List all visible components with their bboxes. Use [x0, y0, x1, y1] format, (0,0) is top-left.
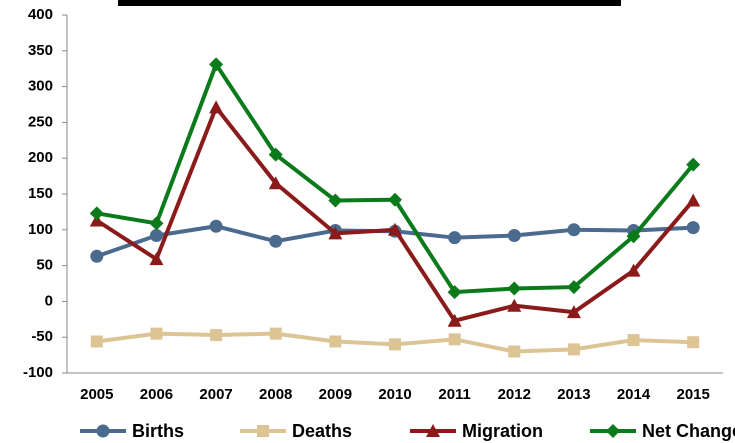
point [269, 327, 282, 340]
point [210, 329, 223, 342]
legend-label: Births [132, 421, 184, 441]
point [627, 334, 640, 347]
point [567, 223, 581, 237]
point [507, 298, 522, 312]
point [149, 229, 163, 243]
point [566, 280, 581, 295]
title-bar [118, 0, 621, 6]
point [90, 249, 104, 263]
point [447, 285, 462, 300]
x-tick-label: 2011 [438, 386, 471, 403]
point [687, 336, 700, 349]
legend-marker [96, 424, 110, 438]
y-tick-label: 200 [28, 149, 53, 166]
point [268, 176, 283, 190]
x-tick-label: 2007 [199, 386, 232, 403]
x-tick-label: 2010 [378, 386, 411, 403]
point [447, 313, 462, 327]
legend-marker [257, 425, 269, 437]
point [149, 216, 164, 231]
y-tick-label: 250 [28, 113, 53, 130]
x-tick-label: 2012 [498, 386, 531, 403]
y-tick-label: 0 [45, 292, 53, 309]
point [507, 229, 521, 243]
x-tick-label: 2008 [259, 386, 292, 403]
point [686, 193, 701, 207]
point [329, 335, 342, 348]
point [269, 234, 283, 248]
point [268, 147, 283, 162]
point [90, 335, 103, 348]
point [149, 252, 164, 266]
point [328, 193, 343, 208]
point [209, 219, 223, 233]
legend-label: Net Change [642, 421, 735, 441]
y-tick-label: -50 [31, 328, 53, 345]
x-tick-label: 2014 [617, 386, 651, 403]
legend-marker [606, 424, 620, 438]
point [507, 281, 522, 296]
legend-label: Migration [462, 421, 543, 441]
y-tick-label: 50 [36, 257, 53, 274]
x-tick-label: 2006 [140, 386, 173, 403]
point [388, 222, 402, 236]
y-tick-label: 300 [28, 78, 53, 95]
point [448, 333, 461, 346]
point [328, 226, 343, 240]
point [89, 206, 104, 221]
y-tick-label: 400 [28, 6, 53, 23]
point [508, 345, 521, 358]
point [209, 57, 224, 72]
x-tick-label: 2013 [557, 386, 590, 403]
x-tick-label: 2015 [676, 386, 709, 403]
x-tick-label: 2009 [319, 386, 352, 403]
point [209, 100, 224, 114]
point [686, 157, 701, 172]
point [566, 305, 581, 319]
point [567, 343, 580, 356]
point [150, 327, 163, 340]
y-tick-label: 150 [28, 185, 53, 202]
legend-label: Deaths [292, 421, 352, 441]
y-tick-label: -100 [23, 364, 53, 381]
point [448, 231, 462, 245]
legend-marker [426, 424, 440, 437]
point [389, 338, 401, 351]
point [686, 221, 700, 235]
point [388, 192, 402, 207]
y-tick-label: 100 [28, 221, 53, 238]
y-tick-label: 350 [28, 42, 53, 59]
point [626, 263, 641, 277]
x-tick-label: 2005 [80, 386, 113, 403]
point [626, 229, 641, 244]
